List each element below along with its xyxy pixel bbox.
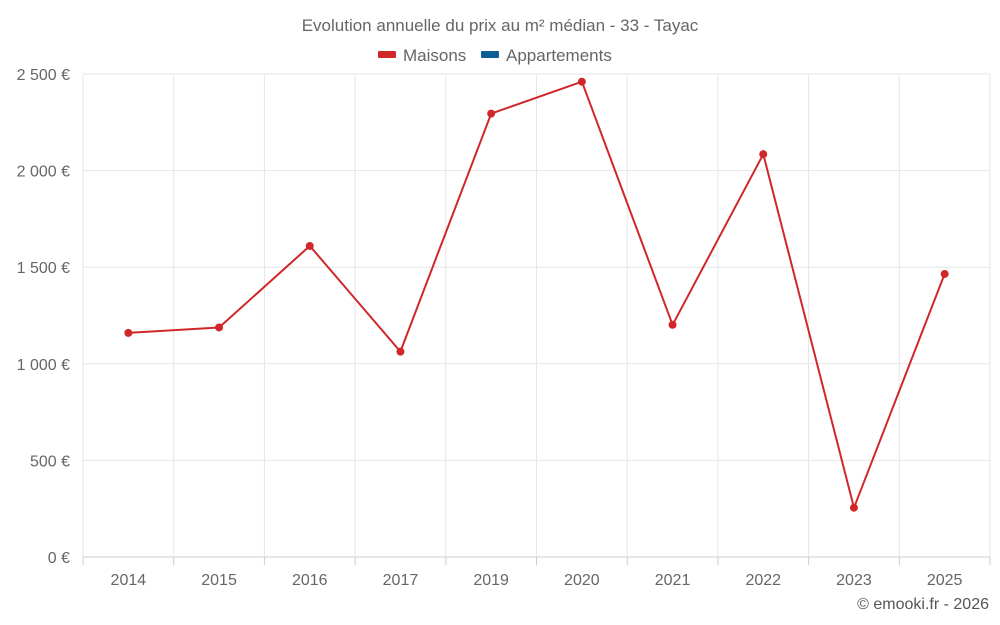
grid	[82, 73, 991, 565]
data-point[interactable]	[940, 269, 949, 278]
legend-swatch	[378, 51, 396, 58]
x-tick-label: 2017	[383, 572, 419, 589]
data-point[interactable]	[759, 150, 768, 159]
y-tick-label: 0 €	[48, 550, 70, 567]
x-tick-label: 2015	[201, 572, 237, 589]
series-line	[128, 80, 946, 509]
legend-label: Appartements	[506, 46, 612, 65]
y-tick-label: 1 000 €	[17, 357, 70, 374]
data-point[interactable]	[124, 328, 133, 337]
series	[124, 77, 949, 512]
x-tick-label: 2022	[745, 572, 781, 589]
data-point[interactable]	[305, 241, 314, 250]
data-point[interactable]	[849, 503, 858, 512]
x-tick-label: 2023	[836, 572, 872, 589]
data-point[interactable]	[668, 320, 677, 329]
legend-label: Maisons	[403, 46, 466, 65]
x-tick-label: 2021	[655, 572, 691, 589]
legend-swatch	[481, 51, 499, 58]
legend: Maisons Appartements	[378, 46, 612, 65]
y-axis-ticks: 0 € 500 € 1 000 € 1 500 € 2 000 € 2 500 €	[17, 67, 70, 567]
y-tick-label: 500 €	[30, 453, 70, 470]
credit-text: © emooki.fr - 2026	[857, 596, 989, 613]
y-tick-label: 1 500 €	[17, 260, 70, 277]
legend-item[interactable]: Appartements	[481, 46, 612, 65]
data-point[interactable]	[396, 347, 405, 356]
data-point[interactable]	[487, 109, 496, 118]
y-tick-label: 2 500 €	[17, 67, 70, 84]
x-tick-label: 2019	[473, 572, 509, 589]
x-tick-label: 2025	[927, 572, 963, 589]
x-tick-label: 2020	[564, 572, 600, 589]
x-tick-label: 2014	[111, 572, 147, 589]
x-tick-label: 2016	[292, 572, 328, 589]
y-tick-label: 2 000 €	[17, 164, 70, 181]
data-point[interactable]	[577, 77, 586, 86]
x-axis-ticks: 2014 2015 2016 2017 2019 2020 2021 2022 2023 2025	[111, 572, 963, 589]
chart-title: Evolution annuelle du prix au m² médian …	[302, 16, 699, 35]
legend-item[interactable]: Maisons	[378, 46, 466, 65]
data-point[interactable]	[215, 323, 224, 332]
